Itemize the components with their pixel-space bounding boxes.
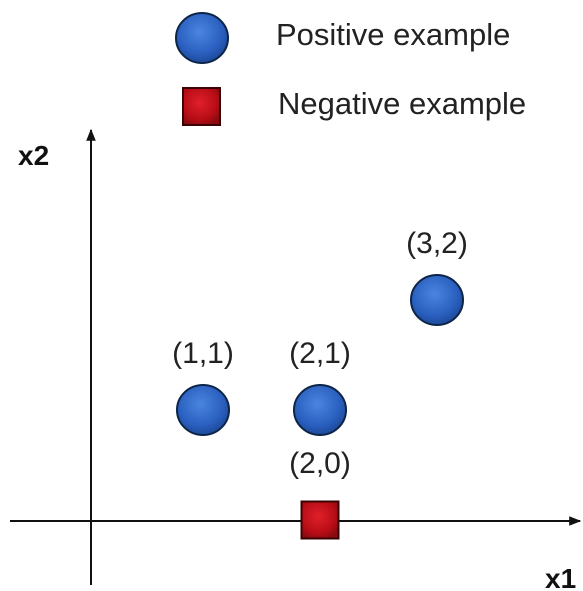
point-label: (2,0): [289, 447, 351, 480]
positive-point: [176, 384, 230, 436]
axes: x2 x1: [10, 128, 582, 591]
legend-negative-label: Negative example: [278, 86, 526, 121]
positive-point: [410, 274, 464, 326]
legend-positive-label: Positive example: [276, 17, 510, 52]
data-points: (1,1) (2,1) (3,2) (2,0): [172, 227, 468, 540]
point-label: (1,1): [172, 337, 234, 370]
x-axis-label: x1: [545, 563, 576, 591]
point-label: (2,1): [289, 337, 351, 370]
legend-positive-marker: [175, 12, 229, 64]
point-label: (3,2): [406, 227, 468, 260]
y-axis-label: x2: [18, 140, 49, 171]
negative-point: [300, 500, 340, 540]
legend: Positive example Negative example: [175, 12, 526, 126]
legend-negative-marker: [182, 87, 221, 126]
positive-point: [293, 384, 347, 436]
